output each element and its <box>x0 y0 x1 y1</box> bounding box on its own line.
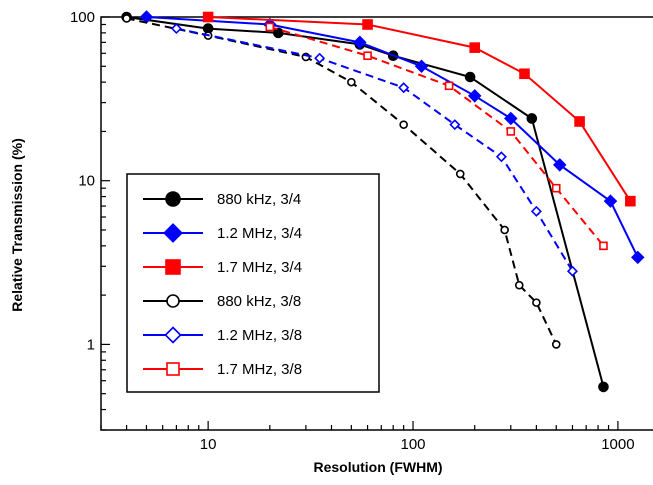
legend-marker <box>165 191 181 207</box>
data-point <box>414 59 429 74</box>
legend-label: 1.7 MHz, 3/4 <box>217 259 302 276</box>
legend-marker <box>166 294 180 308</box>
legend-item: 1.7 MHz, 3/4 <box>143 259 302 276</box>
data-point <box>519 68 530 80</box>
legend-item: 880 kHz, 3/8 <box>143 293 301 310</box>
series-line <box>126 17 558 345</box>
series-3 <box>202 11 636 207</box>
legend-marker <box>165 259 181 275</box>
data-point <box>495 151 507 163</box>
legend-label: 1.7 MHz, 3/8 <box>217 361 302 378</box>
data-point <box>574 116 585 127</box>
data-point <box>506 127 516 136</box>
y-axis-title: Relative Transmission (%) <box>9 138 25 312</box>
x-tick-label: 10 <box>200 436 217 453</box>
data-point <box>603 194 618 208</box>
data-point <box>504 111 518 126</box>
data-point <box>566 265 578 277</box>
series-layer <box>121 10 645 393</box>
data-point <box>551 183 561 193</box>
data-point <box>464 71 476 83</box>
data-point <box>526 113 538 124</box>
series-line <box>208 16 632 202</box>
series-line <box>126 16 605 388</box>
legend: 880 kHz, 3/4 1.2 MHz, 3/4 1.7 MHz, 3/4 880 … <box>126 173 380 393</box>
data-point <box>551 340 561 349</box>
data-point <box>552 158 567 172</box>
y-tick-label: 10 <box>78 173 95 190</box>
data-point <box>265 22 275 32</box>
series-6 <box>265 22 608 251</box>
data-point <box>469 42 481 53</box>
legend-item: 1.2 MHz, 3/8 <box>143 326 302 344</box>
data-point <box>625 195 636 207</box>
y-tick-label: 100 <box>70 9 95 26</box>
legend-label: 1.2 MHz, 3/4 <box>217 225 302 242</box>
legend-item: 880 kHz, 3/4 <box>143 191 301 208</box>
x-tick-label: 100 <box>401 436 426 453</box>
data-point <box>532 298 541 307</box>
legend-marker <box>164 326 182 344</box>
data-point <box>399 120 408 129</box>
data-point <box>449 119 461 131</box>
data-point <box>122 14 131 23</box>
legend-label: 880 kHz, 3/8 <box>217 293 301 310</box>
series-4 <box>122 14 561 349</box>
data-point <box>467 89 482 103</box>
data-point <box>455 169 465 179</box>
x-axis-title: Resolution (FWHM) <box>313 459 442 475</box>
data-point <box>398 82 410 94</box>
legend-marker <box>163 223 183 243</box>
data-point <box>631 250 645 265</box>
legend-marker <box>166 362 180 376</box>
data-point <box>500 225 509 235</box>
data-point <box>362 19 373 30</box>
data-point <box>444 81 454 91</box>
series-line <box>269 25 605 247</box>
y-tick-label: 1 <box>87 336 95 353</box>
data-point <box>363 51 372 61</box>
data-point <box>353 35 367 50</box>
data-point <box>599 241 608 251</box>
axis-ticks: 10 100 1000 1 10 100 <box>70 9 635 453</box>
x-tick-label: 1000 <box>601 436 634 453</box>
plot-area <box>100 16 653 431</box>
data-point <box>202 11 214 23</box>
legend-label: 1.2 MHz, 3/8 <box>217 327 302 344</box>
legend-box <box>126 173 380 393</box>
data-point <box>347 77 356 87</box>
data-point <box>598 381 609 393</box>
data-point <box>272 27 284 39</box>
legend-item: 1.7 MHz, 3/8 <box>143 361 302 378</box>
data-point <box>530 205 542 217</box>
data-point <box>170 23 182 35</box>
legend-label: 880 kHz, 3/4 <box>217 191 301 208</box>
data-point <box>314 52 326 64</box>
series-5 <box>170 23 578 277</box>
legend-item: 1.2 MHz, 3/4 <box>143 223 302 243</box>
data-point <box>514 280 524 290</box>
